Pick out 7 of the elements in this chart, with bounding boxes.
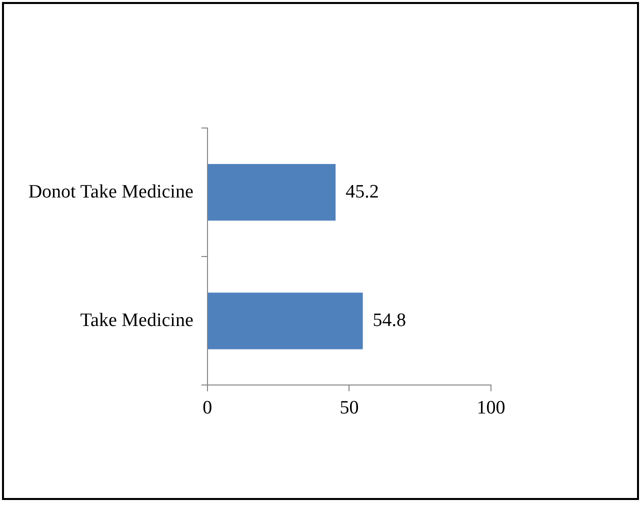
- data-label: 45.2: [346, 181, 379, 202]
- x-tick-label: 0: [202, 398, 212, 419]
- y-tick-label: Take Medicine: [80, 310, 194, 331]
- x-tick-label: 50: [340, 398, 359, 419]
- x-tick-label: 100: [476, 398, 506, 419]
- data-label: 54.8: [372, 310, 406, 331]
- y-tick-label: Donot Take Medicine: [28, 181, 194, 202]
